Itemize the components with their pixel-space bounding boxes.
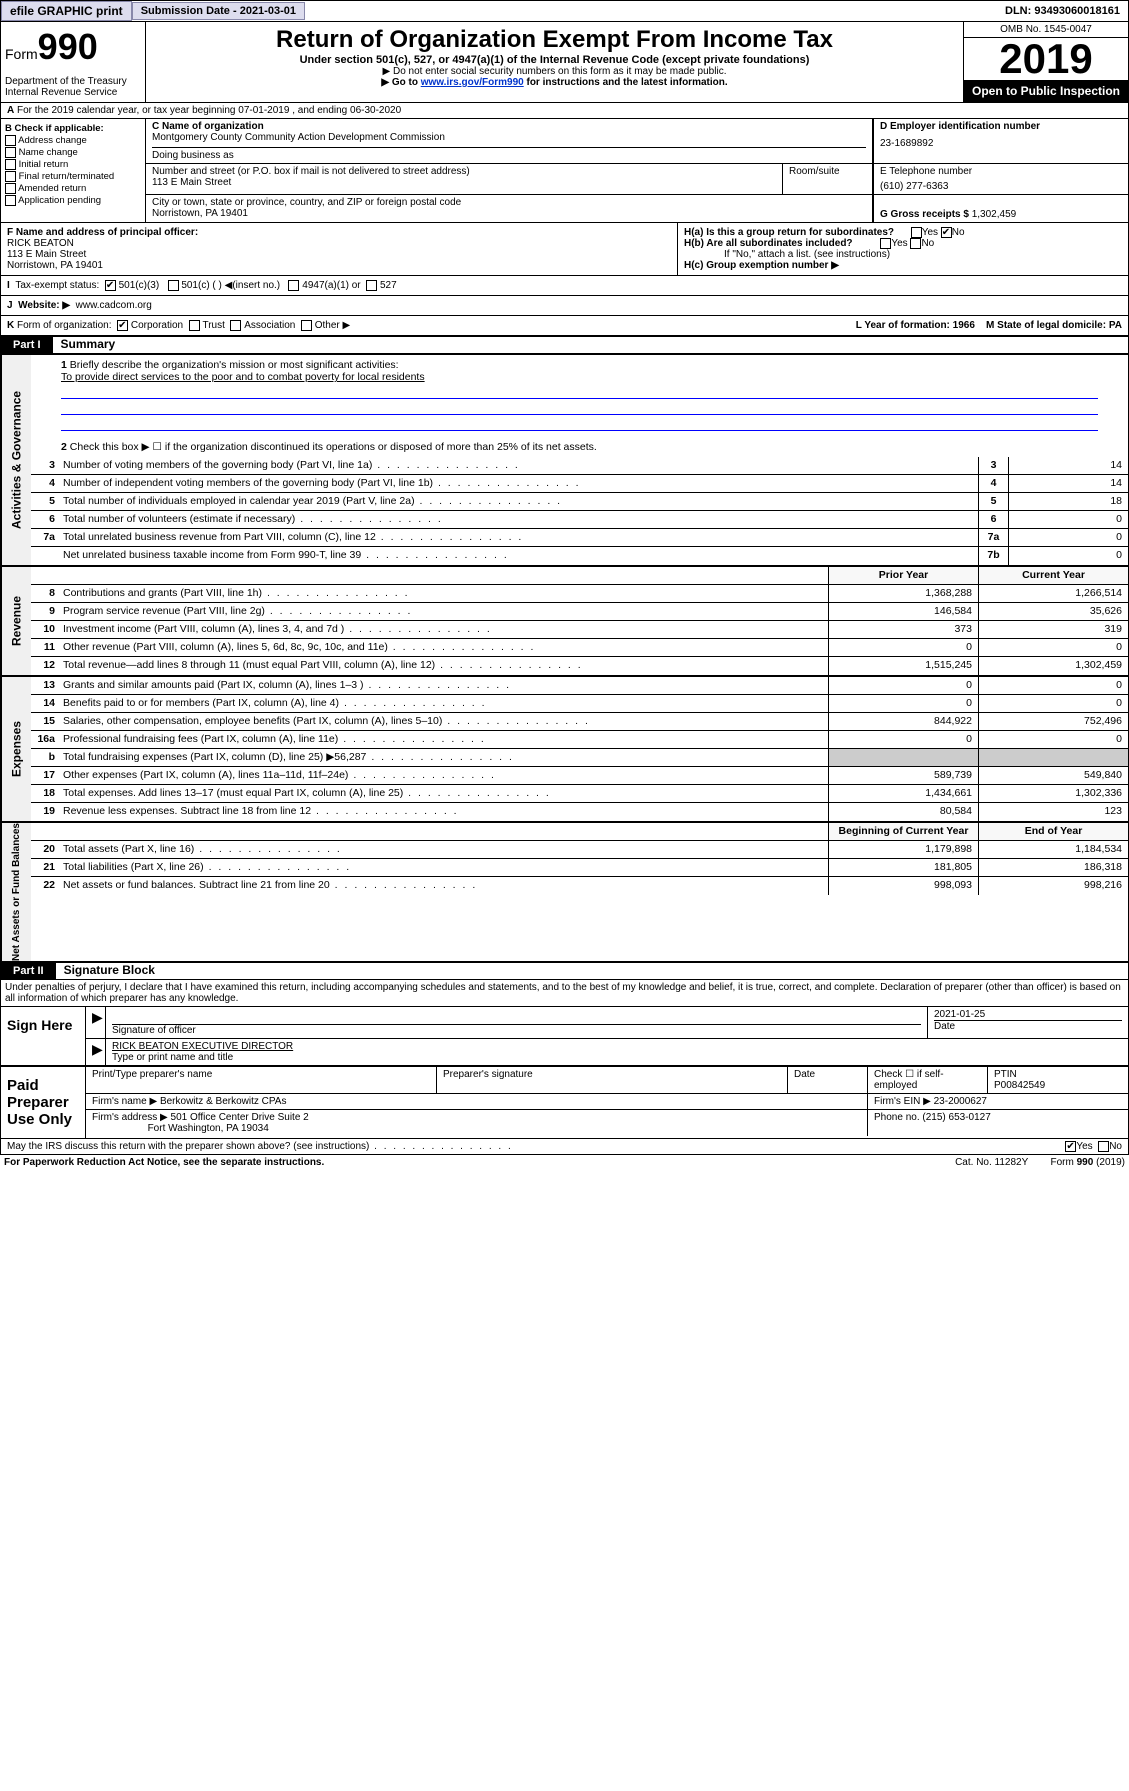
table-row: 18Total expenses. Add lines 13–17 (must … <box>31 785 1128 803</box>
mission: To provide direct services to the poor a… <box>61 371 425 383</box>
vlabel-net: Net Assets or Fund Balances <box>1 823 31 961</box>
table-row: Net unrelated business taxable income fr… <box>31 547 1128 565</box>
table-row: 9Program service revenue (Part VIII, lin… <box>31 603 1128 621</box>
form-title: Return of Organization Exempt From Incom… <box>154 26 955 54</box>
addr: 113 E Main Street <box>152 177 776 188</box>
table-row: 12Total revenue—add lines 8 through 11 (… <box>31 657 1128 675</box>
table-row: bTotal fundraising expenses (Part IX, co… <box>31 749 1128 767</box>
table-row: 13Grants and similar amounts paid (Part … <box>31 677 1128 695</box>
paid-preparer: Paid Preparer Use Only Print/Type prepar… <box>0 1066 1129 1139</box>
part2-header: Part IISignature Block <box>0 962 1129 980</box>
form-number: Form990 <box>5 26 141 68</box>
table-row: 6Total number of volunteers (estimate if… <box>31 511 1128 529</box>
org-name: Montgomery County Community Action Devel… <box>152 132 866 143</box>
phone-value: (610) 277-6363 <box>880 177 1122 192</box>
ssn-note: ▶ Do not enter social security numbers o… <box>154 66 955 77</box>
q1: Briefly describe the organization's miss… <box>70 359 399 371</box>
table-row: 22Net assets or fund balances. Subtract … <box>31 877 1128 895</box>
q2: Check this box ▶ ☐ if the organization d… <box>70 441 597 453</box>
city: Norristown, PA 19401 <box>152 208 866 219</box>
part1-header: Part ISummary <box>0 336 1129 354</box>
form-subtitle: Under section 501(c), 527, or 4947(a)(1)… <box>154 54 955 66</box>
table-row: 7aTotal unrelated business revenue from … <box>31 529 1128 547</box>
table-row: 11Other revenue (Part VIII, column (A), … <box>31 639 1128 657</box>
box-b: B Check if applicable: Address change Na… <box>1 119 146 222</box>
perjury-text: Under penalties of perjury, I declare th… <box>0 980 1129 1006</box>
table-row: 17Other expenses (Part IX, column (A), l… <box>31 767 1128 785</box>
table-row: 19Revenue less expenses. Subtract line 1… <box>31 803 1128 821</box>
ein-value: 23-1689892 <box>880 132 1122 149</box>
room-label: Room/suite <box>783 164 873 195</box>
open-public: Open to Public Inspection <box>964 80 1128 102</box>
table-row: 21Total liabilities (Part X, line 26)181… <box>31 859 1128 877</box>
table-row: 8Contributions and grants (Part VIII, li… <box>31 585 1128 603</box>
row-k: K Form of organization: Corporation Trus… <box>0 316 1129 336</box>
footer: For Paperwork Reduction Act Notice, see … <box>0 1155 1129 1170</box>
website-value: www.cadcom.org <box>76 300 152 311</box>
gross-value: 1,302,459 <box>972 209 1017 220</box>
sign-here: Sign Here ▶ Signature of officer 2021-01… <box>0 1006 1129 1066</box>
gross-label: G Gross receipts $ <box>880 209 969 220</box>
city-label: City or town, state or province, country… <box>152 197 866 208</box>
tax-year: 2019 <box>964 38 1128 80</box>
efile-btn[interactable]: efile GRAPHIC print <box>1 1 132 21</box>
website-row: J Website: ▶ www.cadcom.org <box>0 296 1129 316</box>
row-a: A For the 2019 calendar year, or tax yea… <box>0 102 1129 119</box>
table-row: 15Salaries, other compensation, employee… <box>31 713 1128 731</box>
dept-label: Department of the Treasury Internal Reve… <box>5 68 141 98</box>
table-row: 10Investment income (Part VIII, column (… <box>31 621 1128 639</box>
addr-label: Number and street (or P.O. box if mail i… <box>152 166 470 177</box>
org-name-label: C Name of organization <box>152 121 866 132</box>
vlabel-expenses: Expenses <box>1 677 31 821</box>
table-row: 3Number of voting members of the governi… <box>31 457 1128 475</box>
table-row: 16aProfessional fundraising fees (Part I… <box>31 731 1128 749</box>
topbar: efile GRAPHIC print Submission Date - 20… <box>0 0 1129 22</box>
table-row: 5Total number of individuals employed in… <box>31 493 1128 511</box>
box-h: H(a) Is this a group return for subordin… <box>678 223 1128 275</box>
table-row: 4Number of independent voting members of… <box>31 475 1128 493</box>
table-row: 20Total assets (Part X, line 16)1,179,89… <box>31 841 1128 859</box>
vlabel-activities: Activities & Governance <box>1 355 31 565</box>
goto-note: ▶ Go to www.irs.gov/Form990 for instruct… <box>154 77 955 88</box>
phone-label: E Telephone number <box>880 166 1122 177</box>
dba-label: Doing business as <box>152 147 866 161</box>
irs-link[interactable]: www.irs.gov/Form990 <box>421 77 524 88</box>
table-row: 14Benefits paid to or for members (Part … <box>31 695 1128 713</box>
box-f: F Name and address of principal officer:… <box>1 223 678 275</box>
submission-date: Submission Date - 2021-03-01 <box>132 2 305 20</box>
ein-label: D Employer identification number <box>880 121 1122 132</box>
tax-status-row: I Tax-exempt status: 501(c)(3) 501(c) ( … <box>0 276 1129 296</box>
vlabel-revenue: Revenue <box>1 567 31 675</box>
discuss-row: May the IRS discuss this return with the… <box>0 1139 1129 1155</box>
form-header: Form990 Department of the Treasury Inter… <box>0 22 1129 102</box>
dln: DLN: 93493060018161 <box>997 3 1128 19</box>
